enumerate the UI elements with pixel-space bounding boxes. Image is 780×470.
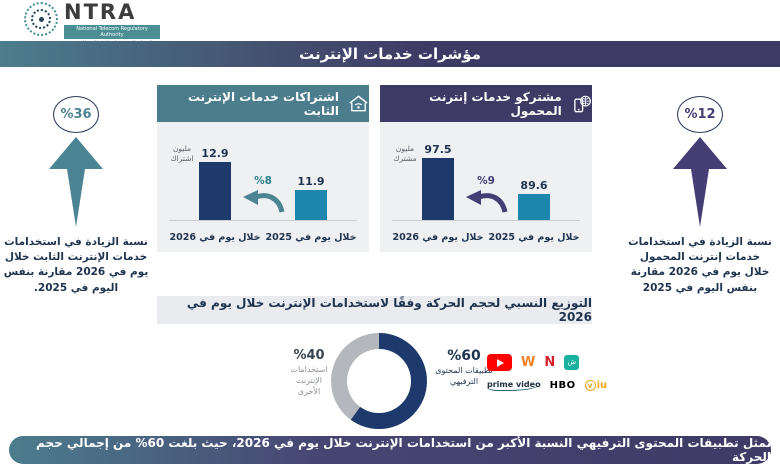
- streaming-logos-row-1: W N ش: [487, 353, 612, 371]
- ntra-subtitle-en: National Telecom Regulatory Authority: [64, 25, 160, 39]
- mobile-panel-header: مشتركو خدمات إنترنت المحمول: [380, 85, 592, 122]
- bar-value-2025: 89.6: [520, 179, 548, 192]
- other-text: استخدامات الإنترنت الأخرى: [290, 365, 328, 396]
- fixed-growth-stat: %36 نسبة الزيادة في استخدامات خدمات الإن…: [0, 96, 152, 296]
- netflix-logo: N: [544, 354, 556, 370]
- fixed-growth-value: %36: [53, 96, 99, 133]
- watchit-logo: W: [521, 354, 536, 370]
- traffic-donut: [331, 333, 427, 429]
- fixed-growth-annotation: %8: [235, 175, 291, 218]
- bar-label-2026: خلال يوم في 2026: [392, 232, 484, 243]
- mobile-subscribers-panel: مشتركو خدمات إنترنت المحمول مليون مشترك …: [380, 85, 592, 252]
- fixed-panel-title: اشتراكات خدمات الإنترنت الثابت: [187, 89, 339, 118]
- other-usage-share-label: %40 استخدامات الإنترنت الأخرى: [286, 348, 332, 397]
- bar-label-2025: خلال يوم في 2025: [265, 232, 357, 243]
- chart-baseline: [392, 220, 580, 221]
- hbo-logo: HBO: [549, 379, 576, 391]
- summary-banner: تمثل تطبيقات المحتوى الترفيهي النسبة الأ…: [9, 436, 771, 464]
- page-title-bar: مؤشرات خدمات الإنترنت: [0, 41, 780, 67]
- ntra-logo: NTRA National Telecom Regulatory Authori…: [24, 2, 164, 47]
- mobile-growth-annotation: %9: [458, 175, 514, 218]
- distribution-section-header: التوزيع النسبي لحجم الحركة وفقًا لاستخدا…: [157, 296, 592, 324]
- bar-value-2025: 11.9: [297, 175, 325, 188]
- bar-2025: [295, 190, 327, 220]
- mobile-globe-icon: [573, 95, 591, 112]
- bar-2025: [518, 194, 550, 220]
- fixed-growth-description: نسبة الزيادة في استخدامات خدمات الإنترنت…: [3, 236, 149, 294]
- viu-logo: v iu: [584, 379, 608, 391]
- streaming-logos: W N ش prime video HBO v iu: [487, 353, 612, 394]
- fixed-subscriptions-panel: اشتراكات خدمات الإنترنت الثابت مليون اشت…: [157, 85, 369, 252]
- mobile-growth-pct: %9: [477, 175, 495, 187]
- mobile-growth-value: %12: [677, 96, 723, 133]
- ntra-globe-icon: [24, 2, 58, 36]
- streaming-logos-row-2: prime video HBO v iu: [487, 376, 612, 394]
- page-title: مؤشرات خدمات الإنترنت: [299, 45, 481, 63]
- shahid-logo-icon: ش: [564, 354, 580, 370]
- mobile-growth-description: نسبة الزيادة في استخدامات خدمات إنترنت ا…: [628, 236, 772, 294]
- mobile-chart-unit: مليون مشترك: [393, 144, 417, 164]
- bar-value-2026: 97.5: [424, 143, 452, 156]
- chart-baseline: [169, 220, 357, 221]
- mobile-panel-title: مشتركو خدمات إنترنت المحمول: [429, 89, 562, 118]
- curved-arrow-icon: [466, 190, 508, 213]
- youtube-logo-icon: [487, 353, 512, 371]
- mobile-growth-stat: %12 نسبة الزيادة في استخدامات خدمات إنتر…: [620, 96, 780, 296]
- fixed-panel-header: اشتراكات خدمات الإنترنت الثابت: [157, 85, 369, 122]
- home-wifi-icon: [349, 94, 368, 111]
- summary-banner-text: تمثل تطبيقات المحتوى الترفيهي النسبة الأ…: [36, 436, 771, 464]
- entertainment-text: تطبيقات المحتوى الترفيهي: [435, 366, 493, 386]
- curved-arrow-icon: [243, 190, 285, 213]
- entertainment-pct: %60: [447, 348, 481, 364]
- fixed-growth-pct: %8: [254, 175, 272, 187]
- prime-video-logo: prime video: [487, 379, 541, 391]
- mobile-bar-chart: مليون مشترك 97.5 89.6 خلال يوم في 2026 خ…: [380, 122, 592, 252]
- viu-v-icon: v: [584, 379, 596, 391]
- bar-value-2026: 12.9: [201, 147, 229, 160]
- distribution-title: التوزيع النسبي لحجم الحركة وفقًا لاستخدا…: [186, 296, 592, 324]
- bar-2026: [422, 158, 454, 220]
- ntra-brand-text: NTRA: [64, 0, 137, 24]
- bar-2026: [199, 162, 231, 220]
- entertainment-share-label: %60 تطبيقات المحتوى الترفيهي: [433, 348, 495, 388]
- viu-text: iu: [596, 379, 608, 391]
- other-pct: %40: [293, 348, 325, 363]
- bar-label-2026: خلال يوم في 2026: [169, 232, 261, 243]
- up-arrow-icon: [49, 137, 103, 227]
- fixed-chart-unit: مليون اشتراك: [170, 144, 194, 164]
- fixed-bar-chart: مليون اشتراك 12.9 11.9 خلال يوم في 2026 …: [157, 122, 369, 252]
- up-arrow-icon: [673, 137, 727, 227]
- bar-label-2025: خلال يوم في 2025: [488, 232, 580, 243]
